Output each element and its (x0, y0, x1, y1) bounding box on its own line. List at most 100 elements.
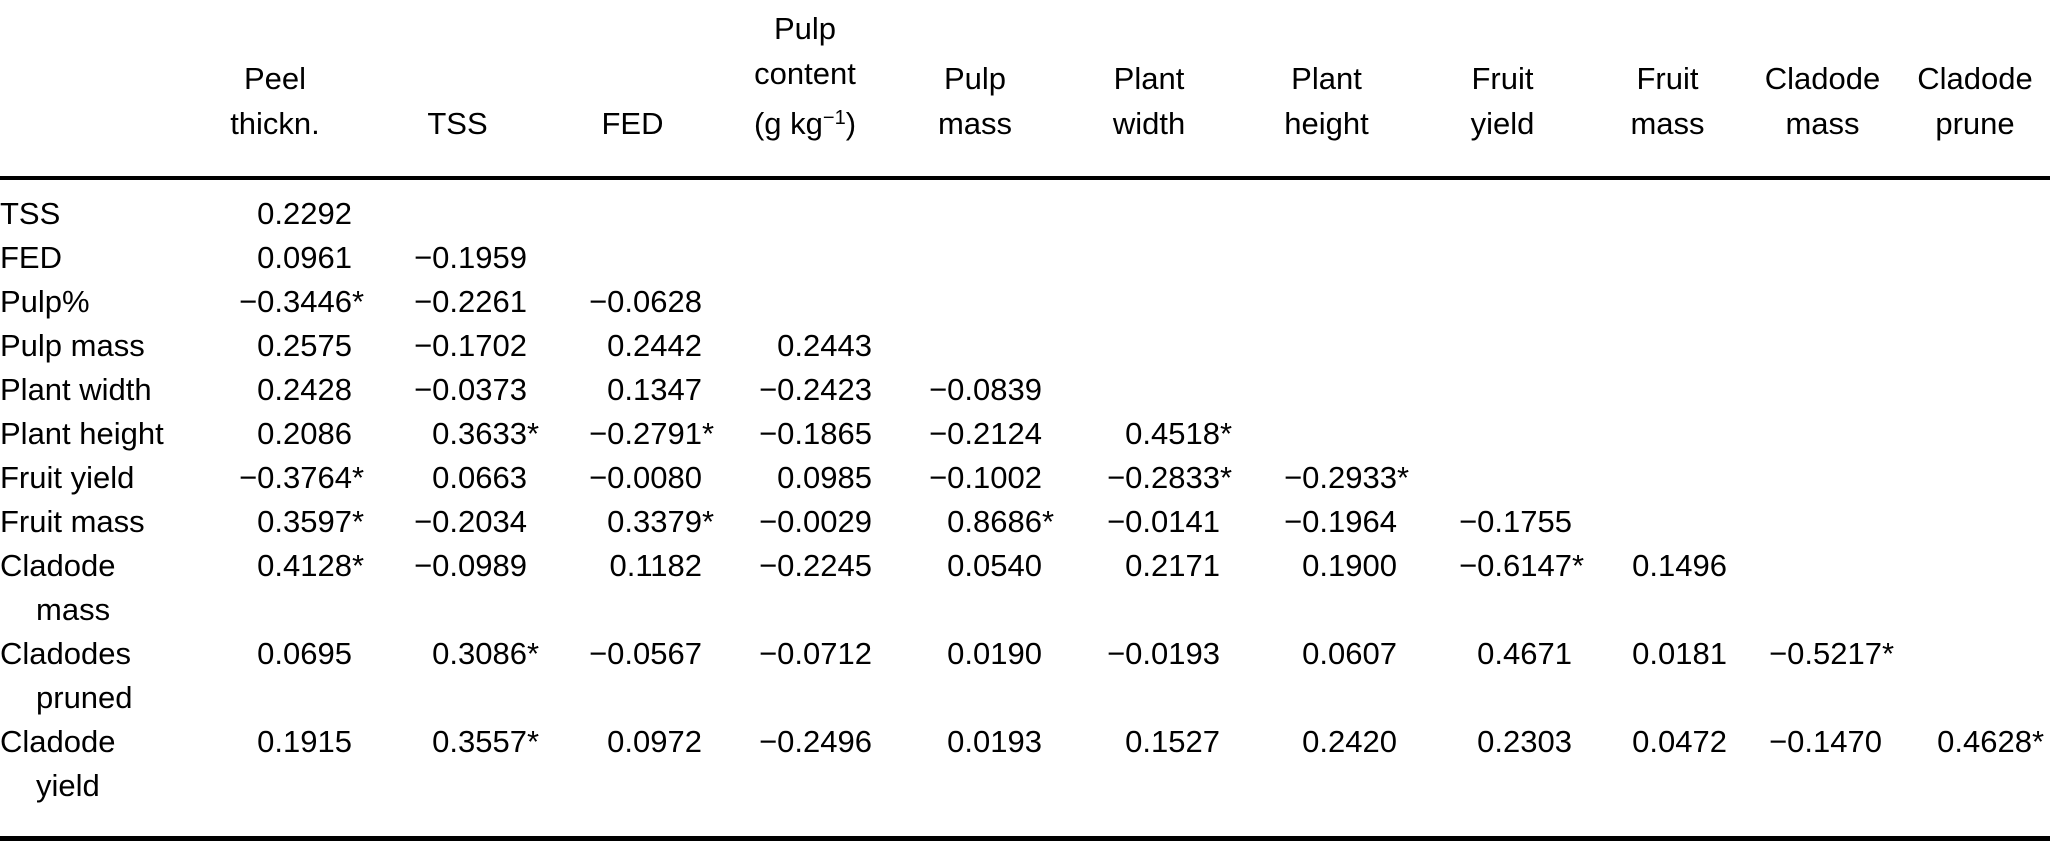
cell-cladodes-pruned-fed: −0.0567 (589, 636, 702, 671)
row-label-line: TSS (0, 196, 61, 231)
row-label-plant-height: Plant height (0, 412, 180, 456)
table-row-pulp-mass: Pulp mass 0.2575 −0.1702 0.2442 0.2443 (0, 324, 2050, 368)
cell-cladodes-pruned-plant-height: 0.0607 (1302, 636, 1397, 671)
cell-tss-cladode-mass (1745, 178, 1900, 236)
cell-fed-plant-width (1060, 236, 1238, 280)
correlation-value: 0.3086 (432, 636, 527, 671)
cell-plant-width-pulp-mass: −0.0839 (929, 372, 1042, 407)
row-label-cladode-mass: Cladode mass (0, 544, 180, 632)
column-header-line: Fruit (1636, 61, 1699, 96)
cell-plant-height-fruit-mass (1590, 412, 1745, 456)
unit-text: (g kg (753, 106, 823, 141)
cell-cladodes-pruned-tss: 0.3086* (432, 636, 540, 671)
cell-tss-pulp-mass (890, 178, 1060, 236)
cell-pulp-mass-pulp-content: 0.2443 (777, 328, 872, 363)
cell-cladode-yield-plant-width: 0.1527 (1125, 724, 1220, 759)
correlation-value: 0.3597 (257, 504, 352, 539)
table-row-cladodes-pruned: Cladodes pruned 0.0695 0.3086* −0.0567 −0.071… (0, 632, 2050, 720)
cell-pulp-mass-pulp-mass (890, 324, 1060, 368)
column-header-line: Fruit (1471, 61, 1534, 96)
cell-pulp-pct-pulp-mass (890, 280, 1060, 324)
cell-tss-pulp-content (720, 178, 890, 236)
row-label-cladode-yield: Cladode yield (0, 720, 180, 839)
cell-plant-width-fed: 0.1347 (607, 372, 702, 407)
cell-cladode-mass-cladode-prune (1900, 544, 2050, 632)
unit-superscript: −1 (822, 107, 846, 129)
cell-fruit-mass-cladode-prune (1900, 500, 2050, 544)
cell-fed-plant-height (1238, 236, 1415, 280)
cell-plant-width-plant-width (1060, 368, 1238, 412)
column-header-line: (g kg−1) (720, 96, 890, 146)
correlation-value: −0.2791 (589, 416, 702, 451)
correlation-table: Peel thickn. TSS FED Pulp content (g kg−1) Pulp… (0, 6, 2050, 841)
cell-fed-pulp-mass (890, 236, 1060, 280)
column-header-line: Cladode (1764, 61, 1881, 96)
cell-pulp-pct-cladode-prune (1900, 280, 2050, 324)
cell-cladode-yield-fruit-mass: 0.0472 (1632, 724, 1727, 759)
cell-pulp-mass-fruit-mass (1590, 324, 1745, 368)
cell-pulp-mass-peel-thickn: 0.2575 (257, 328, 352, 363)
cell-fruit-mass-fruit-yield: −0.1755 (1459, 504, 1572, 539)
row-label-line: Pulp mass (0, 328, 145, 363)
cell-fruit-mass-plant-width: −0.0141 (1107, 504, 1220, 539)
cell-tss-fruit-mass (1590, 178, 1745, 236)
cell-fed-fruit-mass (1590, 236, 1745, 280)
cell-fed-peel-thickn: 0.0961 (257, 240, 352, 275)
cell-plant-width-fruit-mass (1590, 368, 1745, 412)
column-header-pulp-content: Pulp content (g kg−1) (720, 6, 890, 180)
cell-pulp-pct-fed: −0.0628 (589, 284, 702, 319)
cell-fruit-yield-fed: −0.0080 (589, 460, 702, 495)
table-row-pulp-pct: Pulp% −0.3446* −0.2261 −0.0628 (0, 280, 2050, 324)
cell-cladode-yield-pulp-mass: 0.0193 (947, 724, 1042, 759)
cell-pulp-pct-tss: −0.2261 (414, 284, 527, 319)
row-label-line: Cladode (0, 548, 116, 583)
correlation-value: 0.4128 (257, 548, 352, 583)
cell-cladodes-pruned-pulp-mass: 0.0190 (947, 636, 1042, 671)
cell-cladode-yield-tss: 0.3557* (432, 724, 540, 759)
cell-pulp-mass-cladode-mass (1745, 324, 1900, 368)
cell-fruit-mass-cladode-mass (1745, 500, 1900, 544)
cell-fruit-mass-peel-thickn: 0.3597* (257, 504, 365, 539)
cell-fruit-yield-pulp-mass: −0.1002 (929, 460, 1042, 495)
cell-pulp-pct-plant-height (1238, 280, 1415, 324)
column-header-pulp-mass: Pulp mass (890, 6, 1060, 180)
cell-cladodes-pruned-pulp-content: −0.0712 (759, 636, 872, 671)
cell-plant-width-cladode-mass (1745, 368, 1900, 412)
cell-fed-tss: −0.1959 (414, 240, 527, 275)
cell-fed-cladode-mass (1745, 236, 1900, 280)
table-row-plant-width: Plant width 0.2428 −0.0373 0.1347 −0.2423 −0.… (0, 368, 2050, 412)
cell-pulp-mass-plant-height (1238, 324, 1415, 368)
cell-pulp-pct-cladode-mass (1745, 280, 1900, 324)
cell-plant-width-pulp-content: −0.2423 (759, 372, 872, 407)
column-header-line: content (754, 56, 856, 91)
cell-tss-plant-width (1060, 178, 1238, 236)
cell-plant-width-plant-height (1238, 368, 1415, 412)
table-row-cladode-mass: Cladode mass 0.4128* −0.0989 0.1182 −0.2245 0.… (0, 544, 2050, 632)
row-label-line: Cladode (0, 724, 116, 759)
table-row-plant-height: Plant height 0.2086 0.3633* −0.2791* −0.1865… (0, 412, 2050, 456)
column-header-line: yield (1470, 106, 1535, 141)
corner-cell (0, 6, 180, 180)
cell-plant-width-cladode-prune (1900, 368, 2050, 412)
unit-text: ) (845, 106, 857, 141)
column-header-line: Plant (1113, 61, 1185, 96)
cell-cladode-mass-pulp-mass: 0.0540 (947, 548, 1042, 583)
column-header-line: height (1284, 106, 1369, 141)
cell-plant-width-fruit-yield (1415, 368, 1590, 412)
table-header: Peel thickn. TSS FED Pulp content (g kg−1) Pulp… (0, 6, 2050, 180)
column-header-line: Peel (243, 61, 307, 96)
cell-fruit-mass-plant-height: −0.1964 (1284, 504, 1397, 539)
cell-cladode-yield-peel-thickn: 0.1915 (257, 724, 352, 759)
cell-fruit-mass-tss: −0.2034 (414, 504, 527, 539)
row-label-line: Plant width (0, 372, 152, 407)
cell-pulp-mass-plant-width (1060, 324, 1238, 368)
cell-cladode-yield-fruit-yield: 0.2303 (1477, 724, 1572, 759)
correlation-value: 0.8686 (947, 504, 1042, 539)
correlation-value: −0.2833 (1107, 460, 1220, 495)
cell-pulp-mass-cladode-prune (1900, 324, 2050, 368)
cell-tss-cladode-prune (1900, 178, 2050, 236)
column-header-plant-height: Plant height (1238, 6, 1415, 180)
table-row-cladode-yield: Cladode yield 0.1915 0.3557* 0.0972 −0.2496 0.… (0, 720, 2050, 839)
cell-plant-height-pulp-mass: −0.2124 (929, 416, 1042, 451)
